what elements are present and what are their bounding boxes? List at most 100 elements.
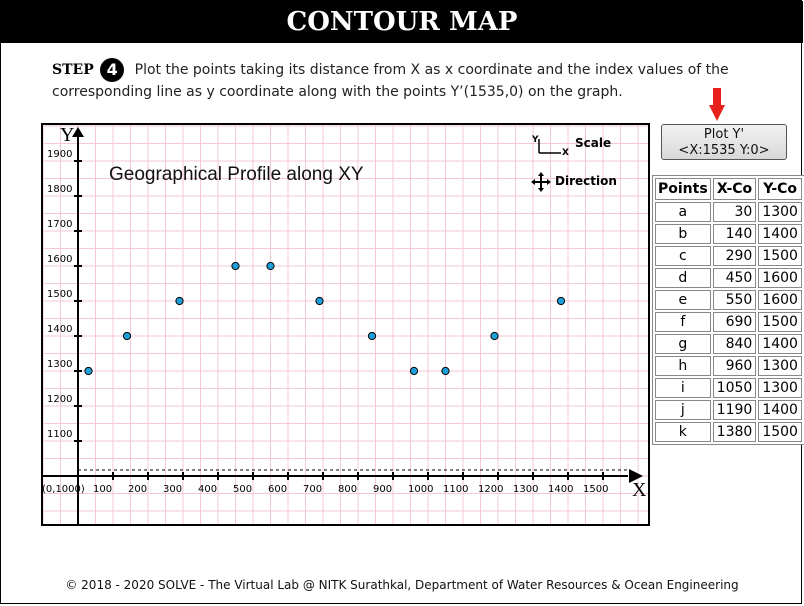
x-axis-label: X	[632, 479, 647, 501]
table-row: g 840 1400	[655, 334, 802, 354]
point-x: 290	[712, 246, 757, 266]
x-tick-label: 1300	[513, 484, 538, 495]
x-tick-label: 900	[373, 484, 392, 495]
y-tick-label: 1400	[47, 324, 72, 335]
data-point	[84, 366, 93, 376]
point-name: e	[655, 290, 711, 310]
x-tick-label: 1000	[408, 484, 433, 495]
scale-legend: Y X Scale	[531, 135, 611, 158]
point-x: 550	[712, 290, 757, 310]
step-instructions: STEP 4 Plot the points taking its distan…	[52, 58, 772, 103]
table-row: i 1050 1300	[655, 378, 802, 398]
y-tick-label: 1200	[47, 394, 72, 405]
step-instruction-text: Plot the points taking its distance from…	[52, 62, 729, 100]
data-point	[556, 296, 566, 306]
point-x: 1380	[712, 422, 757, 442]
x-tick-label: 600	[268, 484, 287, 495]
x-tick-label: 400	[198, 484, 217, 495]
plot-button-line2: <X:1535 Y:0>	[678, 143, 770, 158]
direction-label: Direction	[555, 174, 617, 188]
table-row: j 1190 1400	[655, 400, 802, 420]
data-point	[490, 331, 499, 341]
table-header-points: Points	[655, 178, 711, 200]
point-y: 1500	[758, 246, 802, 266]
chart-title: Geographical Profile along XY	[109, 164, 364, 185]
data-point	[441, 366, 450, 376]
data-point	[175, 296, 184, 306]
y-tick-label: 1800	[47, 184, 72, 195]
point-name: i	[655, 378, 711, 398]
x-tick-label: 100	[93, 484, 112, 495]
data-point	[231, 261, 240, 271]
x-tick-label: 1400	[548, 484, 573, 495]
y-tick-label: 1900	[47, 149, 72, 160]
plot-y-prime-button[interactable]: Plot Y' <X:1535 Y:0>	[661, 124, 787, 160]
x-tick-label: 800	[338, 484, 357, 495]
table-row: k 1380 1500	[655, 422, 802, 442]
footer-copyright: © 2018 - 2020 SOLVE - The Virtual Lab @ …	[65, 578, 739, 592]
x-tick-label: 200	[128, 484, 147, 495]
chart-grid	[43, 125, 648, 524]
x-tick-label: 700	[303, 484, 322, 495]
y-tick-label: 1100	[47, 429, 72, 440]
step-label: STEP	[52, 62, 94, 78]
table-row: h 960 1300	[655, 356, 802, 376]
x-axis-arrowhead	[629, 469, 643, 483]
scale-y-letter: Y	[531, 135, 539, 145]
table-row: e 550 1600	[655, 290, 802, 310]
table-header-row: Points X-Co Y-Co	[655, 178, 802, 200]
point-name: j	[655, 400, 711, 420]
table-row: d 450 1600	[655, 268, 802, 288]
table-row: a 30 1300	[655, 202, 802, 222]
y-axis-arrowhead	[72, 127, 84, 137]
data-point	[266, 261, 275, 271]
chart-axes: YX	[43, 125, 647, 524]
y-tick-label: 1700	[47, 219, 72, 230]
point-name: k	[655, 422, 711, 442]
table-row: c 290 1500	[655, 246, 802, 266]
data-point	[315, 296, 324, 306]
plot-button-line1: Plot Y'	[703, 127, 745, 142]
point-y: 1400	[758, 400, 802, 420]
direction-legend: Direction	[531, 172, 617, 192]
point-name: c	[655, 246, 711, 266]
data-point	[409, 366, 419, 376]
point-x: 840	[712, 334, 757, 354]
scale-x-letter: X	[562, 148, 569, 158]
y-tick-label: 1600	[47, 254, 72, 265]
scale-label: Scale	[575, 136, 611, 150]
point-x: 960	[712, 356, 757, 376]
x-tick-label: 1100	[443, 484, 468, 495]
point-y: 1600	[758, 290, 802, 310]
point-y: 1600	[758, 268, 802, 288]
direction-icon	[531, 172, 551, 192]
y-axis-label: Y	[60, 125, 74, 146]
chart-ticks: (0,1000) 1100 1200 1300 1400 1500 1600 1700 1800…	[43, 149, 608, 495]
table-row: f 690 1500	[655, 312, 802, 332]
point-y: 1500	[758, 422, 802, 442]
chart-points	[84, 261, 566, 376]
point-name: f	[655, 312, 711, 332]
y-tick-label: 1300	[47, 359, 72, 370]
origin-label: (0,1000)	[43, 484, 85, 495]
table-header-x: X-Co	[712, 178, 757, 200]
contour-profile-chart[interactable]: YX (0,1000)11001200130014001500160017001…	[43, 125, 648, 524]
x-tick-label: 1200	[478, 484, 503, 495]
point-name: g	[655, 334, 711, 354]
point-y: 1300	[758, 356, 802, 376]
table-row: b 140 1400	[655, 224, 802, 244]
x-tick-label: 1500	[583, 484, 608, 495]
point-y: 1500	[758, 312, 802, 332]
point-y: 1400	[758, 224, 802, 244]
point-name: h	[655, 356, 711, 376]
point-x: 30	[712, 202, 757, 222]
point-y: 1400	[758, 334, 802, 354]
point-y: 1300	[758, 378, 802, 398]
page-title: CONTOUR MAP	[1, 1, 803, 43]
arrow-down-icon	[709, 88, 725, 121]
point-x: 690	[712, 312, 757, 332]
point-name: b	[655, 224, 711, 244]
point-x: 1190	[712, 400, 757, 420]
points-table: Points X-Co Y-Co a 30 1300 b 140 1400 c 290 15…	[652, 175, 804, 445]
